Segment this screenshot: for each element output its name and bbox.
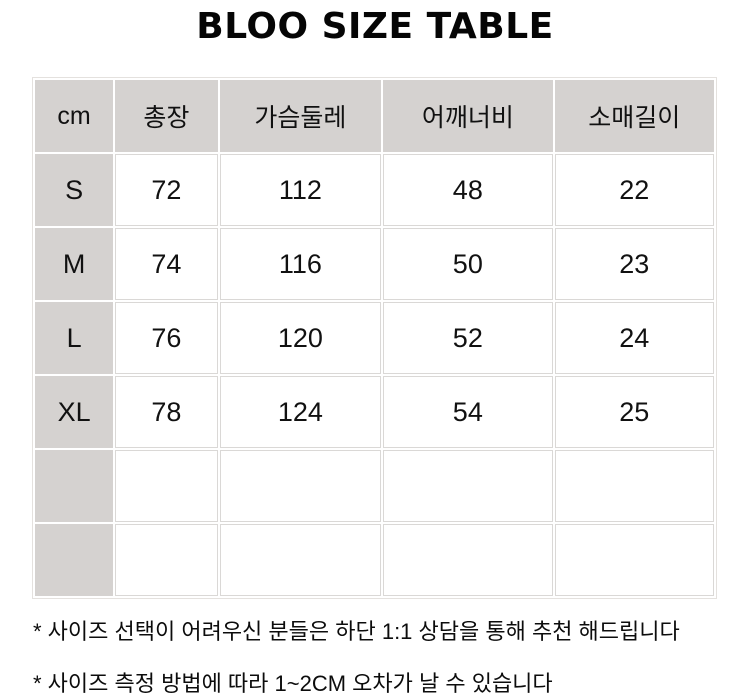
note-size-recommendation: * 사이즈 선택이 어려우신 분들은 하단 1:1 상담을 통해 추천 해드립니… [33, 619, 680, 645]
measurement-value-cell [219, 450, 382, 523]
measurement-value-cell: 72 [115, 154, 218, 227]
measurement-value-cell: 24 [554, 302, 714, 375]
measurement-value-cell [383, 450, 553, 523]
measurement-value-cell: 25 [554, 376, 714, 449]
measurement-value-cell: 22 [554, 154, 714, 227]
measurement-value-cell: 48 [383, 154, 553, 227]
table-row: XL 78 124 54 25 [35, 376, 714, 449]
measurement-value-cell [383, 524, 553, 597]
measurement-value-cell: 112 [219, 154, 382, 227]
table-row [35, 450, 714, 523]
measurement-value-cell: 124 [219, 376, 382, 449]
measurement-value-cell: 50 [383, 228, 553, 301]
size-label-cell: XL [35, 376, 114, 449]
column-header-total-length: 총장 [115, 80, 218, 153]
note-measurement-tolerance: * 사이즈 측정 방법에 따라 1~2CM 오차가 날 수 있습니다 [33, 671, 553, 697]
table-row: M 74 116 50 23 [35, 228, 714, 301]
measurement-value-cell [219, 524, 382, 597]
measurement-value-cell [554, 450, 714, 523]
measurement-value-cell: 23 [554, 228, 714, 301]
size-table-body: S 72 112 48 22 M 74 116 50 23 L 76 120 52 24 XL 78 124 54 2… [35, 154, 714, 597]
column-header-shoulder: 어깨너비 [383, 80, 553, 153]
measurement-value-cell: 78 [115, 376, 218, 449]
size-label-cell: L [35, 302, 114, 375]
column-header-chest: 가슴둘레 [219, 80, 382, 153]
measurement-value-cell [115, 524, 218, 597]
header-row: cm 총장 가슴둘레 어깨너비 소매길이 [35, 80, 714, 153]
size-label-cell [35, 524, 114, 597]
measurement-value-cell: 120 [219, 302, 382, 375]
size-table-header: cm 총장 가슴둘레 어깨너비 소매길이 [35, 80, 714, 153]
size-table: cm 총장 가슴둘레 어깨너비 소매길이 S 72 112 48 22 M 74 116 50 2… [32, 77, 717, 600]
unit-header-cell: cm [35, 80, 114, 153]
measurement-value-cell: 52 [383, 302, 553, 375]
measurement-value-cell: 54 [383, 376, 553, 449]
table-row: L 76 120 52 24 [35, 302, 714, 375]
table-row: S 72 112 48 22 [35, 154, 714, 227]
measurement-value-cell [115, 450, 218, 523]
size-label-cell: M [35, 228, 114, 301]
measurement-value-cell [554, 524, 714, 597]
size-notes: * 사이즈 선택이 어려우신 분들은 하단 1:1 상담을 통해 추천 해드립니… [33, 616, 750, 700]
measurement-value-cell: 116 [219, 228, 382, 301]
table-row [35, 524, 714, 597]
measurement-value-cell: 76 [115, 302, 218, 375]
size-label-cell [35, 450, 114, 523]
page-title: BLOO SIZE TABLE [196, 6, 554, 47]
measurement-value-cell: 74 [115, 228, 218, 301]
size-label-cell: S [35, 154, 114, 227]
column-header-sleeve: 소매길이 [554, 80, 714, 153]
